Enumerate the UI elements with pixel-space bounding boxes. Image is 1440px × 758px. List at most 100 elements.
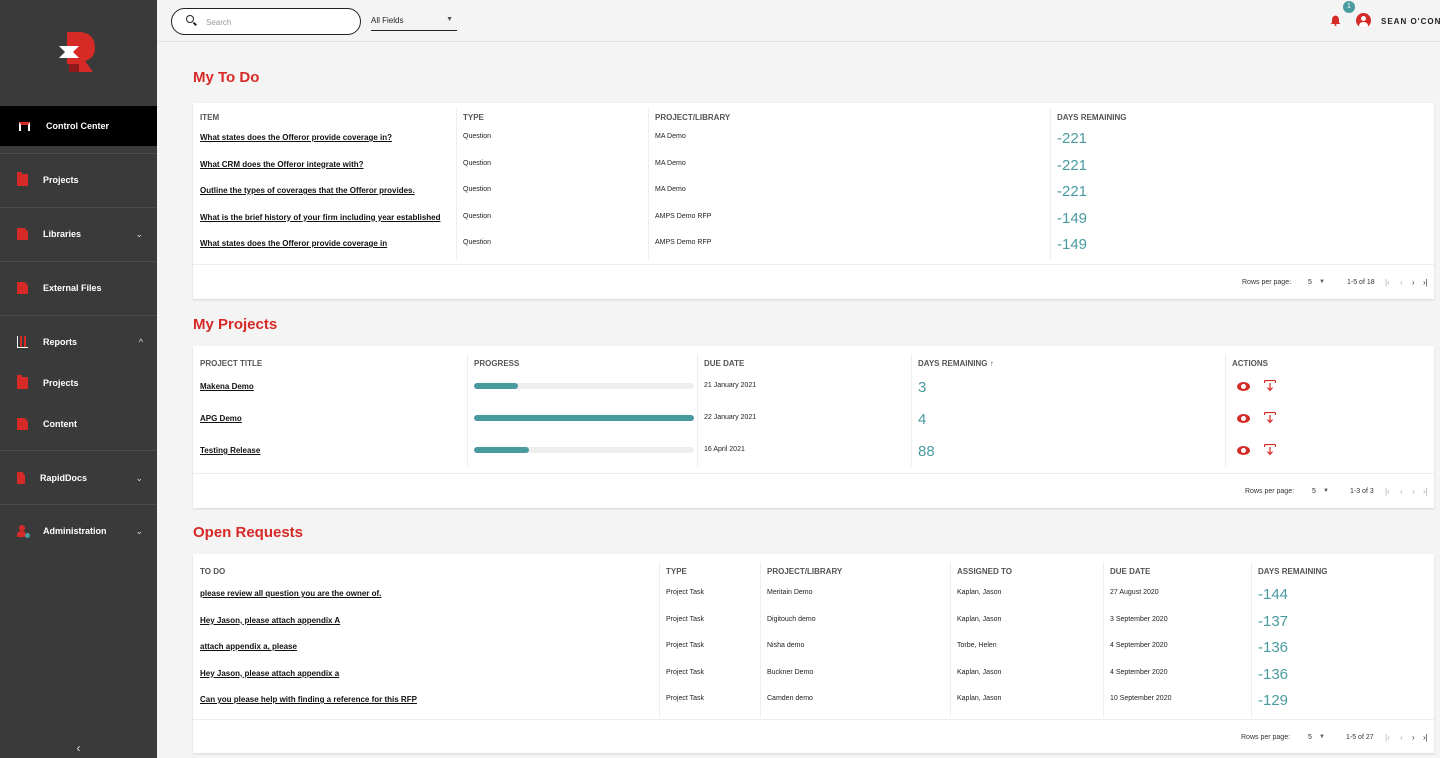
search-input[interactable] xyxy=(206,14,346,30)
todo-item-days-remaining: -149 xyxy=(1057,209,1088,227)
todo-item-project: AMPS Demo RFP xyxy=(655,239,712,246)
search-box[interactable] xyxy=(171,8,361,35)
sidebar-item-label: Projects xyxy=(43,175,79,185)
request-todo-link[interactable]: Can you please help with finding a refer… xyxy=(200,695,417,704)
column-header-assigned-to[interactable]: ASSIGNED TO xyxy=(957,567,1012,576)
rows-per-page-select[interactable]: 5 xyxy=(1308,279,1312,286)
todo-item-days-remaining: -221 xyxy=(1057,183,1088,200)
sidebar-item-reports-content[interactable]: Content xyxy=(0,414,157,434)
project-days-remaining: 3 xyxy=(918,379,927,396)
caret-down-icon: ▼ xyxy=(446,16,453,23)
view-eye-icon[interactable] xyxy=(1237,382,1250,391)
bell-icon[interactable] xyxy=(1330,15,1341,26)
projects-section-title: My Projects xyxy=(193,316,278,333)
todo-item-link[interactable]: What states does the Offeror provide cov… xyxy=(200,239,388,248)
column-header-to-do[interactable]: TO DO xyxy=(200,567,226,576)
sidebar-item-reports-projects[interactable]: Projects xyxy=(0,373,157,393)
request-type: Project Task xyxy=(666,642,704,649)
column-separator xyxy=(911,354,912,466)
sidebar-item-libraries[interactable]: Libraries ⌄ xyxy=(0,224,157,244)
prev-page-button[interactable]: ‹ xyxy=(1400,487,1403,496)
download-icon[interactable] xyxy=(1264,444,1276,456)
column-header-project[interactable]: PROJECT/LIBRARY xyxy=(767,567,843,576)
column-header-type[interactable]: TYPE xyxy=(463,113,484,122)
todo-item-link[interactable]: What CRM does the Offeror integrate with… xyxy=(200,159,364,169)
rows-per-page-select[interactable]: 5 xyxy=(1308,734,1312,741)
request-assigned-to: Torbe, Helen xyxy=(957,642,997,649)
column-header-due-date[interactable]: DUE DATE xyxy=(704,359,745,368)
rows-per-page-label: Rows per page: xyxy=(1241,734,1291,741)
request-todo-link[interactable]: attach appendix a, please xyxy=(200,642,297,651)
request-assigned-to: Kaplan, Jason xyxy=(957,615,1002,623)
search-icon xyxy=(186,15,194,23)
request-todo-link[interactable]: Hey Jason, please attach appendix a xyxy=(200,668,340,678)
column-header-type[interactable]: TYPE xyxy=(666,567,687,576)
first-page-button[interactable]: |‹ xyxy=(1385,733,1390,742)
caret-down-icon[interactable]: ▼ xyxy=(1319,279,1325,285)
view-eye-icon[interactable] xyxy=(1237,446,1250,455)
todo-item-project: AMPS Demo RFP xyxy=(655,212,712,220)
prev-page-button[interactable]: ‹ xyxy=(1400,278,1403,287)
sidebar-item-label: Reports xyxy=(43,337,78,347)
logo-icon[interactable] xyxy=(55,28,99,74)
sidebar-item-rapiddocs[interactable]: RapidDocs ⌄ xyxy=(0,468,157,488)
admin-user-icon xyxy=(17,525,30,538)
projects-card: PROJECT TITLE PROGRESS DUE DATE DAYS REM… xyxy=(193,346,1434,508)
chevron-down-icon[interactable]: ⌄ xyxy=(135,472,143,483)
todo-item-type: Question xyxy=(463,159,492,167)
download-icon[interactable] xyxy=(1264,380,1276,392)
column-header-project[interactable]: PROJECT/LIBRARY xyxy=(655,113,731,122)
todo-item-link[interactable]: Outline the types of coverages that the … xyxy=(200,186,415,195)
column-separator xyxy=(456,109,457,259)
todo-item-link[interactable]: What is the brief history of your firm i… xyxy=(200,212,441,222)
download-icon[interactable] xyxy=(1264,412,1276,424)
project-title-link[interactable]: Testing Release xyxy=(200,446,261,455)
folder-icon xyxy=(17,172,28,186)
todo-item-link[interactable]: What states does the Offeror provide cov… xyxy=(200,133,393,142)
sidebar-item-reports[interactable]: Reports ^ xyxy=(0,332,157,352)
chevron-down-icon[interactable]: ⌄ xyxy=(135,228,143,239)
request-todo-link[interactable]: Hey Jason, please attach appendix A xyxy=(200,615,341,625)
next-page-button[interactable]: › xyxy=(1412,487,1415,496)
column-header-item[interactable]: ITEM xyxy=(200,113,220,122)
last-page-button[interactable]: ›| xyxy=(1423,278,1428,287)
column-separator xyxy=(760,562,761,717)
sort-arrow-icon[interactable]: ↑ xyxy=(989,359,994,368)
column-header-progress[interactable]: PROGRESS xyxy=(474,359,520,368)
column-header-project-title[interactable]: PROJECT TITLE xyxy=(200,359,263,368)
avatar-icon[interactable] xyxy=(1356,13,1371,28)
next-page-button[interactable]: › xyxy=(1412,733,1415,742)
sidebar-divider xyxy=(0,504,157,505)
column-separator xyxy=(697,354,698,466)
sidebar-item-external-files[interactable]: External Files xyxy=(0,278,157,298)
view-eye-icon[interactable] xyxy=(1237,414,1250,423)
column-header-days-remaining[interactable]: DAYS REMAINING ↑ xyxy=(918,359,994,368)
column-header-days-remaining[interactable]: DAYS REMAINING xyxy=(1057,113,1127,122)
prev-page-button[interactable]: ‹ xyxy=(1400,733,1403,742)
caret-down-icon[interactable]: ▼ xyxy=(1319,734,1325,740)
caret-down-icon[interactable]: ▼ xyxy=(1323,488,1329,494)
last-page-button[interactable]: ›| xyxy=(1423,733,1428,742)
last-page-button[interactable]: ›| xyxy=(1423,487,1428,496)
requests-card: TO DO TYPE PROJECT/LIBRARY ASSIGNED TO D… xyxy=(193,554,1434,753)
field-select[interactable]: All Fields ▼ xyxy=(371,13,457,31)
project-title-link[interactable]: Makena Demo xyxy=(200,382,254,391)
first-page-button[interactable]: |‹ xyxy=(1385,487,1390,496)
sidebar-divider xyxy=(0,153,157,154)
sidebar-item-control-center[interactable]: Control Center xyxy=(0,106,157,146)
sidebar-item-administration[interactable]: Administration ⌄ xyxy=(0,521,157,541)
column-header-days-remaining[interactable]: DAYS REMAINING xyxy=(1258,567,1328,576)
column-header-due-date[interactable]: DUE DATE xyxy=(1110,567,1151,576)
rows-per-page-select[interactable]: 5 xyxy=(1312,488,1316,495)
request-todo-link[interactable]: please review all question you are the o… xyxy=(200,589,382,598)
request-days-remaining: -136 xyxy=(1258,639,1289,656)
collapse-sidebar-button[interactable]: ‹ xyxy=(76,741,81,755)
user-name[interactable]: SEAN O'CONN xyxy=(1381,17,1440,26)
request-project: Camden demo xyxy=(767,695,813,702)
first-page-button[interactable]: |‹ xyxy=(1385,278,1390,287)
chevron-down-icon[interactable]: ⌄ xyxy=(135,525,143,536)
chevron-up-icon[interactable]: ^ xyxy=(138,337,143,347)
sidebar-item-projects[interactable]: Projects xyxy=(0,170,157,190)
project-title-link[interactable]: APG Demo xyxy=(200,414,242,423)
next-page-button[interactable]: › xyxy=(1412,278,1415,287)
